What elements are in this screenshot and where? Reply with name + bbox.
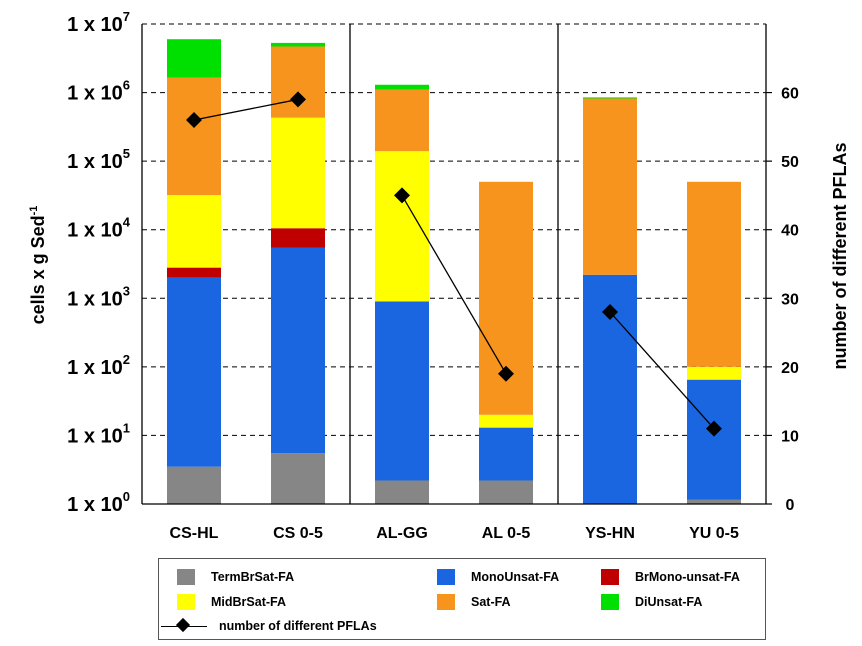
category-label: CS-HL — [170, 525, 219, 542]
bar-segment — [271, 42, 325, 47]
legend-swatch-monounsat — [437, 569, 455, 585]
category-label: YS-HN — [585, 525, 635, 542]
pflas-line — [401, 195, 507, 375]
bar-segment — [687, 499, 741, 504]
bar-segment — [479, 427, 533, 481]
legend-item-termbrsat: TermBrSat-FA — [177, 569, 294, 585]
legend-label: TermBrSat-FA — [211, 570, 295, 584]
pflas-point — [602, 304, 618, 320]
bar-segment — [375, 301, 429, 481]
right-tick-label: 30 — [781, 291, 799, 308]
bar-segment — [167, 466, 221, 504]
legend-item-sat: Sat-FA — [437, 594, 511, 610]
bar-segment — [375, 84, 429, 90]
left-tick-label: 1 x 103 — [67, 283, 130, 310]
right-tick-label: 60 — [781, 86, 799, 103]
bar-segment — [271, 453, 325, 504]
legend-label: MidBrSat-FA — [211, 595, 286, 609]
category-label: AL-GG — [376, 525, 428, 542]
left-tick-label: 1 x 102 — [67, 352, 130, 379]
bar-segment — [167, 195, 221, 268]
legend-item-diunsat: DiUnsat-FA — [601, 594, 702, 610]
bar-segment — [687, 379, 741, 500]
bar-segment — [583, 98, 637, 275]
bar-segment — [479, 414, 533, 428]
legend-item-monounsat: MonoUnsat-FA — [437, 569, 559, 585]
bar-segment — [583, 97, 637, 99]
bar-segment — [375, 89, 429, 152]
category-label: CS 0-5 — [273, 525, 323, 542]
pflas-point — [706, 420, 722, 437]
category-labels: CS-HL CS 0-5 AL-GG AL 0-5 YS-HN YU 0-5 — [170, 525, 739, 542]
legend-label: DiUnsat-FA — [635, 595, 703, 609]
bar-segment — [687, 366, 741, 380]
pflas-line-series — [186, 91, 722, 437]
pflas-point — [186, 112, 202, 128]
grid-lines — [142, 23, 766, 436]
legend-label: BrMono-unsat-FA — [635, 570, 740, 584]
legend-swatch-diunsat — [601, 594, 619, 610]
bar-segment — [167, 267, 221, 278]
bar-segment — [479, 480, 533, 504]
right-tick-label: 20 — [781, 360, 799, 377]
left-tick-label: 1 x 107 — [67, 9, 130, 36]
left-axis-title: cells x g Sed-1 — [28, 206, 48, 325]
bar-segment — [167, 277, 221, 467]
legend-label: Sat-FA — [471, 595, 511, 609]
right-tick-label: 50 — [781, 154, 799, 171]
left-tick-label: 1 x 106 — [67, 78, 130, 105]
left-tick-label: 1 x 104 — [67, 215, 131, 242]
legend-line-diamond-icon — [161, 617, 207, 634]
pflas-line — [609, 311, 715, 430]
category-label: YU 0-5 — [689, 525, 739, 542]
bar-segment — [687, 181, 741, 367]
legend-swatch-brmono-unsat — [601, 569, 619, 585]
group-separators — [349, 24, 559, 504]
left-tick-label: 1 x 105 — [67, 146, 130, 173]
bar-segment — [271, 247, 325, 454]
category-label: AL 0-5 — [482, 525, 531, 542]
legend-item-pflas: number of different PFLAs — [161, 617, 377, 634]
pflas-point — [394, 187, 410, 204]
right-tick-label: 10 — [781, 428, 799, 445]
chart: 1 x 100 1 x 101 1 x 102 1 x 103 1 x 104 1 x 1… — [28, 9, 850, 542]
pflas-point — [290, 91, 306, 108]
bar-segment — [375, 151, 429, 302]
legend-item-brmono-unsat: BrMono-unsat-FA — [601, 569, 740, 585]
right-tick-label: 40 — [781, 223, 799, 240]
bar-segment — [167, 77, 221, 196]
bar-segment — [271, 117, 325, 229]
left-tick-label: 1 x 100 — [67, 489, 130, 516]
legend-swatch-sat — [437, 594, 455, 610]
right-axis-title: number of different PFLAs — [830, 142, 850, 369]
plot-frame — [141, 24, 772, 505]
right-tick-label: 0 — [786, 497, 795, 514]
pflas-point — [498, 365, 514, 382]
pflas-line — [193, 98, 299, 121]
legend-swatch-termbrsat — [177, 569, 195, 585]
legend-swatch-midbrsat — [177, 594, 195, 610]
left-axis-ticks: 1 x 100 1 x 101 1 x 102 1 x 103 1 x 104 1 x 1… — [67, 9, 131, 516]
bar-segment — [271, 228, 325, 248]
bar-segment — [375, 480, 429, 504]
legend-label: MonoUnsat-FA — [471, 570, 560, 584]
legend: TermBrSat-FA MonoUnsat-FA BrMono-unsat-F… — [158, 558, 766, 640]
left-tick-label: 1 x 101 — [67, 420, 130, 447]
bar-segment — [167, 39, 221, 78]
legend-label: number of different PFLAs — [219, 619, 377, 633]
right-axis-ticks: 0 10 20 30 40 50 60 — [781, 86, 799, 514]
legend-item-midbrsat: MidBrSat-FA — [177, 594, 286, 610]
